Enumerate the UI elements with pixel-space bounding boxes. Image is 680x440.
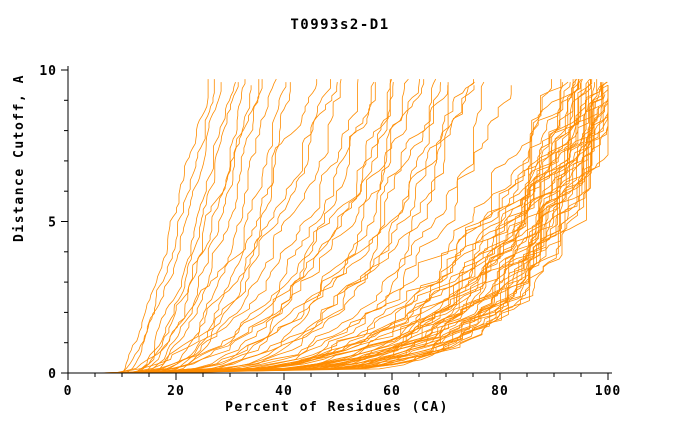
- model-curve: [132, 79, 579, 374]
- model-curve: [137, 79, 342, 374]
- model-curve: [147, 82, 595, 374]
- model-curve: [159, 97, 609, 374]
- model-curve: [131, 82, 394, 374]
- model-curve: [109, 78, 580, 374]
- model-curve: [166, 79, 474, 374]
- model-curve: [99, 82, 563, 374]
- axes-layer: 0 20 40 60 80 100 0 5 10: [39, 64, 621, 399]
- model-curve: [129, 85, 592, 374]
- model-curve: [115, 82, 338, 374]
- model-curve: [134, 81, 236, 374]
- x-tick-label: 40: [275, 384, 293, 399]
- model-curve: [114, 79, 318, 374]
- model-curve: [134, 85, 252, 374]
- model-curve: [129, 85, 609, 374]
- x-tick-label: 60: [383, 384, 401, 399]
- x-axis-label: Percent of Residues (CA): [225, 400, 449, 415]
- model-curve: [152, 85, 449, 374]
- model-curve: [136, 82, 239, 374]
- model-curve: [151, 79, 263, 374]
- x-tick-label: 20: [167, 384, 185, 399]
- x-tick-label: 100: [595, 384, 621, 399]
- model-curve: [98, 82, 601, 374]
- model-curve: [105, 79, 552, 374]
- model-curve: [122, 79, 209, 374]
- x-tick-label: 80: [491, 384, 509, 399]
- model-curve: [115, 79, 562, 374]
- model-curve: [178, 85, 512, 374]
- chart-title: T0993s2-D1: [290, 17, 389, 33]
- model-curve: [137, 82, 441, 374]
- model-curve: [154, 78, 277, 374]
- model-curve: [142, 85, 475, 374]
- model-curve: [147, 82, 582, 374]
- model-curve: [126, 79, 331, 374]
- model-curve: [113, 79, 580, 374]
- model-curve: [168, 81, 485, 374]
- y-axis-label: Distance Cutoff, A: [12, 74, 27, 242]
- y-tick-label: 10: [39, 64, 57, 79]
- model-curve: [148, 79, 246, 373]
- model-curve: [137, 94, 606, 374]
- model-curve: [162, 82, 287, 374]
- model-curve: [161, 82, 449, 374]
- model-curve: [160, 78, 437, 374]
- model-curve: [160, 79, 420, 374]
- model-curve: [96, 79, 598, 374]
- model-curve: [125, 82, 222, 374]
- model-curve: [142, 78, 409, 374]
- model-curve: [111, 82, 602, 374]
- model-curve: [137, 82, 589, 374]
- model-curve: [125, 97, 609, 374]
- y-tick-label: 0: [48, 367, 57, 382]
- model-curve: [147, 79, 260, 374]
- model-curve: [127, 81, 375, 374]
- y-tick-label: 5: [48, 216, 57, 231]
- curves-layer: [96, 78, 609, 374]
- model-curve: [129, 79, 391, 374]
- model-curve: [126, 88, 587, 374]
- model-curve: [124, 79, 576, 374]
- model-curve: [139, 79, 574, 374]
- x-tick-label: 0: [64, 384, 73, 399]
- model-curve: [125, 79, 359, 374]
- model-curve: [147, 82, 376, 374]
- model-curve: [121, 79, 215, 374]
- model-curve: [119, 100, 595, 374]
- model-curve: [165, 81, 475, 374]
- model-curve: [152, 78, 392, 374]
- model-curve: [164, 82, 291, 374]
- model-curve: [145, 103, 595, 374]
